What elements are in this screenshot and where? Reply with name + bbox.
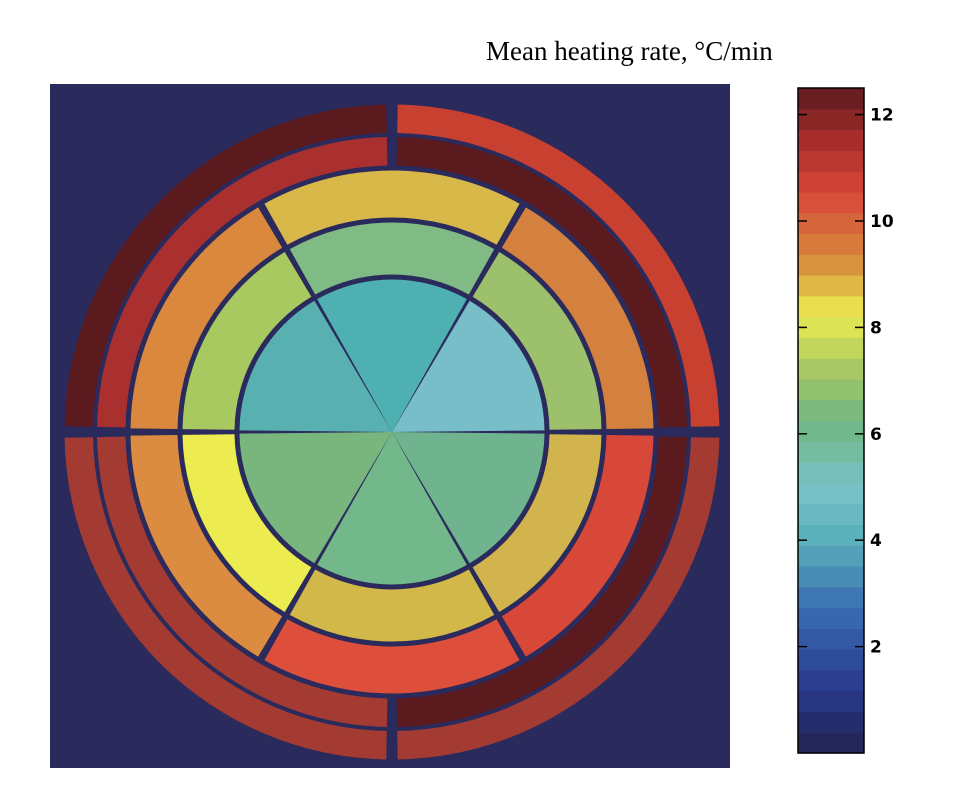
core-sector-3: [317, 432, 467, 585]
ring-3-sector-5: [130, 207, 283, 430]
colorbar-level-30: [798, 129, 864, 151]
colorbar-level-7: [798, 607, 864, 629]
colorbar-tick-label-5: 10: [870, 212, 894, 232]
ring-3-sector-1: [501, 207, 654, 430]
plot-area: [50, 84, 730, 768]
ring-3-sector-2: [501, 434, 654, 657]
ring-2-sector-6: [289, 222, 495, 295]
ring-2-sector-2: [472, 434, 602, 612]
ring-2-sector-3: [289, 569, 495, 642]
colorbar-level-6: [798, 628, 864, 650]
ring-4-lower-band2-seg1: [397, 437, 720, 760]
colorbar-level-22: [798, 295, 864, 318]
ring-4-upper-band2-seg1: [64, 104, 387, 427]
colorbar-level-11: [798, 524, 864, 546]
colorbar-level-10: [798, 545, 864, 567]
colorbar-level-27: [798, 191, 864, 214]
ring-2-sector-1: [472, 252, 602, 430]
ring-2-sector-5: [182, 252, 312, 430]
colorbar-level-4: [798, 669, 864, 692]
colorbar-frame: [797, 87, 865, 754]
colorbar-level-16: [798, 420, 864, 442]
ring-4-lower-band1-seg1: [396, 436, 687, 727]
ring-4-lower-band2-seg2: [64, 437, 387, 760]
core-sector-6: [317, 279, 467, 432]
colorbar-level-9: [798, 565, 864, 588]
colorbar-level-15: [798, 441, 864, 463]
core-sector-5: [239, 300, 392, 432]
colorbar-level-25: [798, 233, 864, 255]
colorbar-tick-label-6: 12: [870, 106, 894, 126]
colorbar-level-2: [798, 711, 864, 733]
colorbar-level-18: [798, 378, 864, 401]
core-sector-4: [239, 432, 392, 564]
colorbar-level-5: [798, 649, 864, 671]
colorbar-level-23: [798, 275, 864, 297]
colorbar-level-1: [798, 732, 864, 754]
ring-4-lower-band1-seg2: [97, 436, 388, 727]
colorbar: 2 4 6 8 10 12: [797, 87, 894, 754]
colorbar-level-12: [798, 503, 864, 526]
colorbar-level-14: [798, 462, 864, 484]
colorbar-level-28: [798, 171, 864, 193]
colorbar-level-13: [798, 482, 864, 505]
colorbar-level-3: [798, 690, 864, 713]
ring-4-upper-band1-seg2: [396, 137, 687, 428]
chart-title: Mean heating rate, °C/min: [486, 36, 773, 66]
colorbar-level-17: [798, 399, 864, 422]
colorbar-level-29: [798, 150, 864, 172]
colorbar-level-8: [798, 586, 864, 609]
colorbar-level-24: [798, 254, 864, 276]
ring-4-upper-band1-seg1: [97, 137, 388, 428]
ring-2-sector-4: [182, 434, 312, 612]
ring-3-sector-3: [264, 619, 520, 694]
colorbar-level-26: [798, 212, 864, 235]
colorbar-tick-label-3: 6: [870, 425, 882, 445]
ring-3-sector-4: [130, 434, 283, 657]
ring-4-upper-band2-seg2: [397, 104, 720, 427]
colorbar-tick-label-2: 4: [870, 531, 882, 551]
colorbar-tick-label-1: 2: [870, 638, 882, 658]
colorbar-level-31: [798, 108, 864, 131]
colorbar-level-32: [798, 88, 864, 110]
colorbar-level-19: [798, 358, 864, 380]
ring-3-sector-6: [264, 170, 520, 245]
colorbar-level-21: [798, 316, 864, 338]
core-sector-2: [392, 432, 545, 564]
core-sector-1: [392, 300, 545, 432]
colorbar-tick-label-4: 8: [870, 318, 882, 338]
colorbar-level-20: [798, 337, 864, 359]
